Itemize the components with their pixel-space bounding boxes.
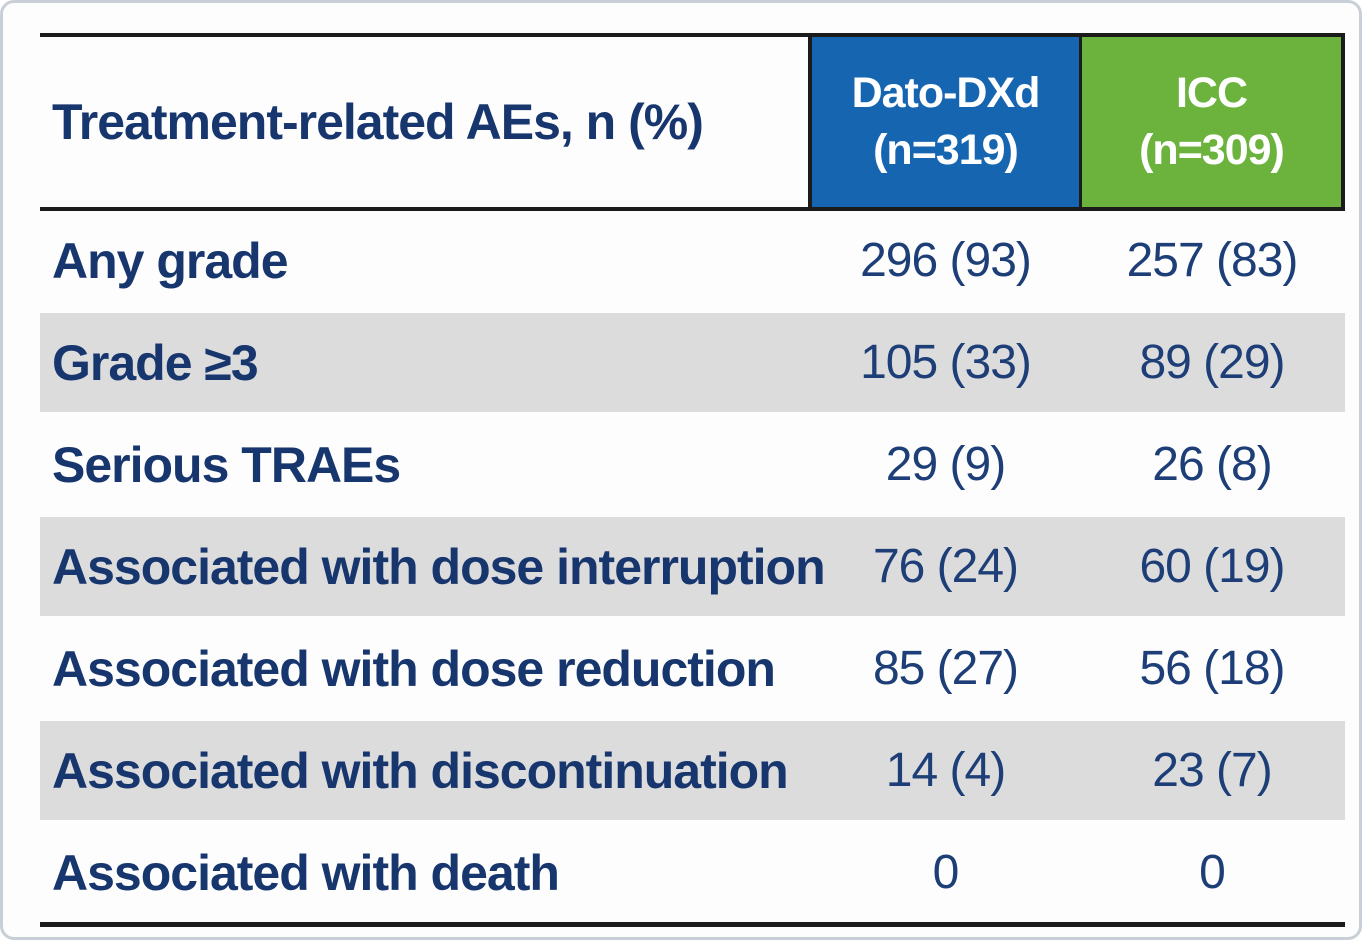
- dato-value-cell: 76 (24): [872, 540, 1019, 593]
- icc-value-cell: 23 (7): [1152, 744, 1272, 797]
- icc-value-cell: 56 (18): [1139, 642, 1285, 695]
- dato-value-cell: 0: [932, 846, 960, 899]
- column-header-dato-dxd: Dato-DXd (n=319): [808, 37, 1079, 207]
- row-label: Serious TRAEs: [52, 436, 401, 493]
- dato-value-cell: 14 (4): [885, 744, 1006, 797]
- icc-value-cell: 26 (8): [1152, 438, 1272, 491]
- icc-name: ICC: [1175, 69, 1248, 118]
- dato-dxd-name: Dato-DXd: [851, 69, 1041, 118]
- dato-value-cell: 105 (33): [860, 336, 1032, 389]
- row-label: Grade ≥3: [52, 334, 259, 391]
- icc-n: (n=309): [1139, 126, 1285, 174]
- table-corner-header-cell: Treatment-related AEs, n (%): [40, 37, 808, 207]
- row-label: Associated with dose reduction: [52, 640, 776, 697]
- column-header-icc: ICC (n=309): [1079, 37, 1345, 207]
- row-label: Associated with discontinuation: [52, 742, 789, 799]
- table-title: Treatment-related AEs, n (%): [52, 94, 704, 150]
- table-row-death: Associated with death 0 0: [40, 823, 1345, 927]
- table-row-grade-ge3: Grade ≥3 105 (33) 89 (29): [40, 313, 1345, 415]
- row-label: Associated with death: [52, 844, 560, 901]
- table-row-any-grade: Any grade 296 (93) 257 (83): [40, 211, 1345, 313]
- table-row-serious-traes: Serious TRAEs 29 (9) 26 (8): [40, 415, 1345, 517]
- icc-value-cell: 257 (83): [1126, 234, 1299, 287]
- icc-value-cell: 60 (19): [1139, 540, 1285, 593]
- icc-value-cell: 89 (29): [1139, 336, 1285, 389]
- table-row-dose-interruption: Associated with dose interruption 76 (24…: [40, 517, 1345, 619]
- table-row-discontinuation: Associated with discontinuation 14 (4) 2…: [40, 721, 1345, 823]
- table-row-dose-reduction: Associated with dose reduction 85 (27) 5…: [40, 619, 1345, 721]
- row-label: Associated with dose interruption: [52, 538, 826, 595]
- dato-value-cell: 85 (27): [872, 642, 1019, 695]
- treatment-related-aes-table: Treatment-related AEs, n (%) Dato-DXd (n…: [40, 33, 1345, 927]
- table-header-row: Treatment-related AEs, n (%) Dato-DXd (n…: [40, 33, 1345, 211]
- dato-value-cell: 29 (9): [885, 438, 1006, 491]
- icc-value-cell: 0: [1199, 846, 1226, 899]
- dato-dxd-n: (n=319): [873, 126, 1019, 174]
- dato-value-cell: 296 (93): [860, 234, 1032, 287]
- row-label: Any grade: [52, 232, 289, 289]
